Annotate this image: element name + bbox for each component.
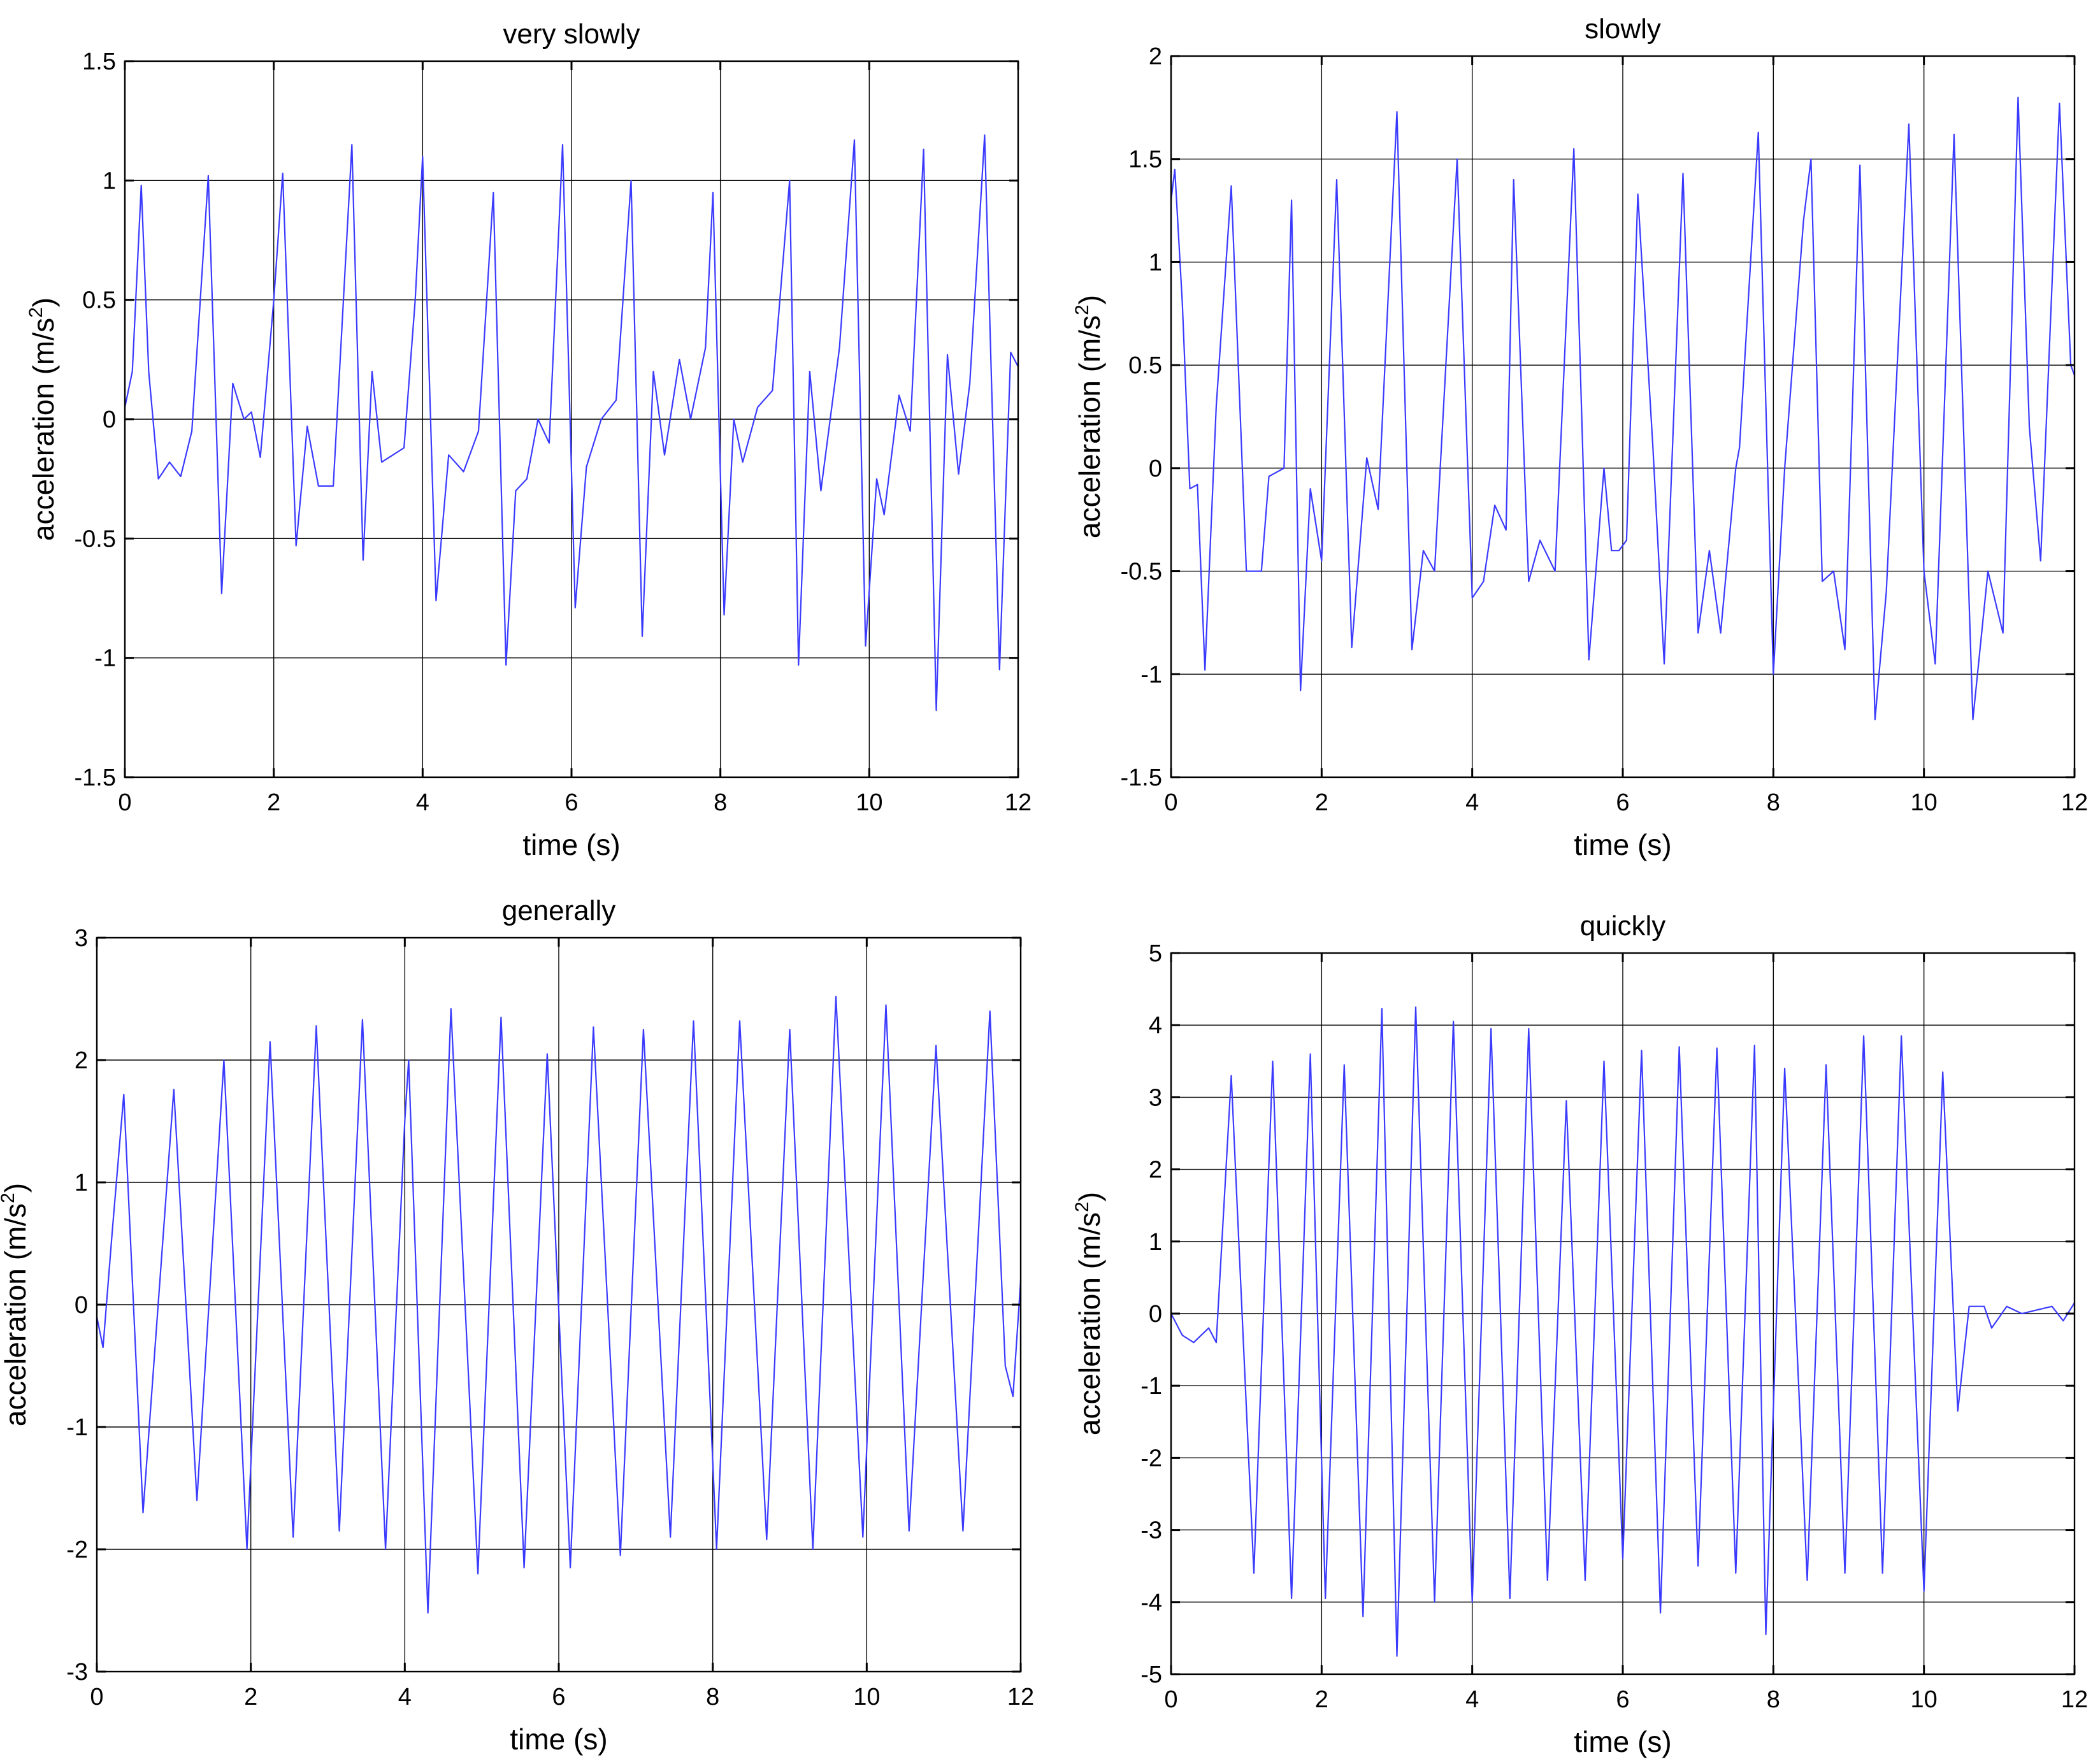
y-tick-label: -0.5	[1121, 559, 1162, 585]
x-tick-label: 8	[714, 789, 727, 816]
y-tick-label: -1.5	[1121, 764, 1162, 791]
x-tick-label: 10	[1911, 789, 1938, 816]
y-tick-label: -1	[94, 645, 116, 672]
y-tick-label: 0	[1149, 455, 1162, 482]
y-tick-label: 2	[1149, 43, 1162, 70]
y-tick-label: 0.5	[82, 287, 116, 314]
x-tick-label: 12	[1007, 1684, 1034, 1710]
chart-title: slowly	[1585, 13, 1661, 45]
series-line-0	[96, 996, 1022, 1614]
x-tick-label: 10	[856, 789, 882, 816]
x-axis-label: time (s)	[1574, 828, 1671, 861]
y-tick-label: 2	[75, 1047, 88, 1074]
x-tick-label: 8	[1767, 1686, 1780, 1713]
x-tick-label: 6	[1616, 789, 1629, 816]
chart-title: very slowly	[503, 18, 640, 50]
y-tick-label: -1	[1140, 1373, 1162, 1400]
series-line-0	[1170, 1006, 2075, 1657]
x-tick-label: 4	[1465, 1686, 1479, 1713]
x-tick-label: 6	[1616, 1686, 1629, 1713]
y-tick-label: 2	[1149, 1157, 1162, 1184]
y-tick-label: -3	[1140, 1517, 1162, 1544]
y-tick-label: -4	[1140, 1589, 1162, 1616]
y-tick-label: -0.5	[75, 526, 116, 552]
x-axis-label: time (s)	[510, 1723, 607, 1756]
y-tick-label: 1.5	[82, 48, 116, 75]
x-tick-label: 4	[416, 789, 429, 816]
y-axis-label: acceleration (m/s2)	[1072, 1192, 1106, 1435]
y-tick-label: 4	[1149, 1012, 1162, 1039]
y-tick-label: 0	[103, 406, 116, 433]
y-tick-label: -2	[66, 1537, 88, 1563]
y-tick-label: 3	[1149, 1084, 1162, 1111]
y-tick-label: 1	[75, 1170, 88, 1196]
x-tick-label: 12	[2061, 789, 2088, 816]
y-tick-label: 0	[75, 1292, 88, 1319]
x-tick-label: 6	[565, 789, 578, 816]
x-tick-label: 4	[398, 1684, 412, 1710]
y-tick-label: -1	[66, 1414, 88, 1441]
y-tick-label: 5	[1149, 940, 1162, 967]
y-tick-label: 1.5	[1128, 147, 1162, 173]
y-axis-label: acceleration (m/s2)	[1072, 295, 1106, 538]
x-tick-label: 0	[90, 1684, 103, 1710]
x-tick-label: 0	[118, 789, 131, 816]
chart-panel-1: 0 2 4 6 8 10 12 -1.5 -1 -0.5 0 0.5 1 1.5 2 slowly time (…	[1072, 13, 2088, 861]
y-tick-label: 1	[1149, 249, 1162, 276]
y-axis-label: acceleration (m/s2)	[0, 1183, 32, 1426]
chart-title: generally	[502, 895, 616, 926]
series-line-0	[1170, 96, 2076, 721]
x-tick-label: 0	[1164, 1686, 1177, 1713]
x-tick-label: 0	[1164, 789, 1177, 816]
x-tick-label: 2	[267, 789, 280, 816]
y-tick-label: -2	[1140, 1445, 1162, 1472]
x-tick-label: 12	[2061, 1686, 2088, 1713]
x-tick-label: 10	[1911, 1686, 1938, 1713]
x-tick-label: 2	[244, 1684, 257, 1710]
x-tick-label: 2	[1315, 789, 1328, 816]
y-tick-label: -1	[1140, 661, 1162, 688]
y-tick-label: 0.5	[1128, 352, 1162, 379]
series-line-0	[124, 134, 1019, 712]
y-tick-label: -1.5	[75, 764, 116, 791]
y-tick-label: -3	[66, 1659, 88, 1686]
x-tick-label: 4	[1465, 789, 1479, 816]
x-tick-label: 12	[1005, 789, 1032, 816]
chart-title: quickly	[1580, 910, 1666, 942]
chart-panel-0: 0 2 4 6 8 10 12 -1.5 -1 -0.5 0 0.5 1 1.5 very slowly ti…	[25, 18, 1032, 861]
y-tick-label: 1	[1149, 1229, 1162, 1256]
y-tick-label: 1	[103, 168, 116, 194]
x-tick-label: 2	[1315, 1686, 1328, 1713]
y-tick-label: 3	[75, 925, 88, 952]
x-tick-label: 8	[1767, 789, 1780, 816]
x-tick-label: 6	[552, 1684, 565, 1710]
x-tick-label: 10	[853, 1684, 880, 1710]
y-axis-label: acceleration (m/s2)	[25, 298, 60, 541]
x-axis-label: time (s)	[522, 828, 620, 861]
y-tick-label: 0	[1149, 1301, 1162, 1328]
x-tick-label: 8	[706, 1684, 719, 1710]
x-axis-label: time (s)	[1574, 1725, 1671, 1758]
y-tick-label: -5	[1140, 1661, 1162, 1688]
